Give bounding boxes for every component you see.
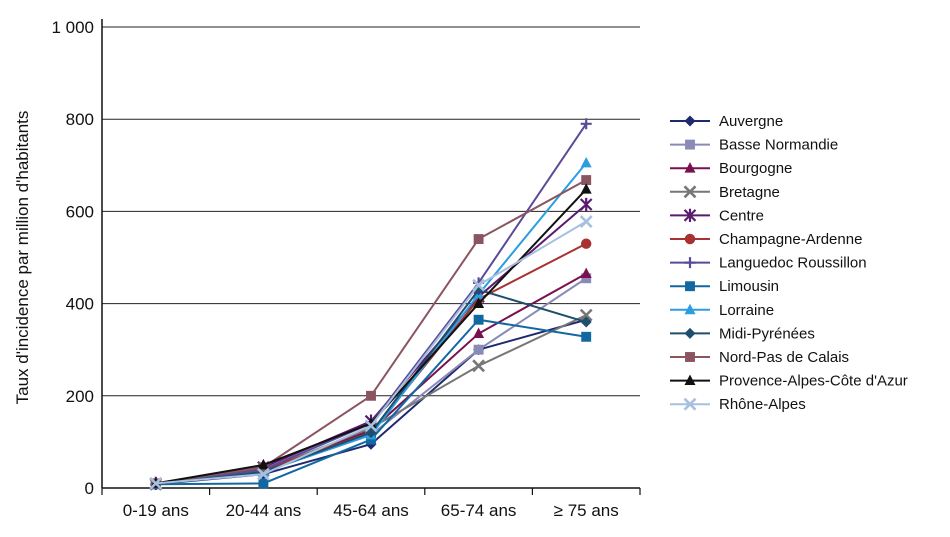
series-limousin [150,314,592,490]
series-midi-pyr-n-es [150,284,592,490]
legend-entry: Auvergne [670,113,783,130]
series-lorraine [150,156,592,489]
data-point-triangle-marker [580,183,592,194]
data-point-triangle-marker [473,297,485,308]
y-tick-label: 1 000 [51,18,94,37]
x-tick-marks [101,488,641,495]
legend-entry: Champagne-Ardenne [670,231,862,248]
y-tick-label: 200 [66,387,94,406]
data-point-square-marker [685,352,695,362]
data-point-square-marker [473,344,484,355]
legend-label: Lorraine [719,302,774,319]
legend-label: Centre [719,207,764,224]
legend-label: Auvergne [719,113,783,130]
legend-entry: Rhône-Alpes [670,396,806,413]
data-point-x-marker [256,467,270,481]
legend-entry: Provence-Alpes-Côte d'Azur [670,373,908,390]
data-point-circle-marker [580,238,592,249]
y-tick-label: 400 [66,295,94,314]
data-point-x-marker [364,419,378,433]
data-point-triangle-marker [684,374,696,385]
data-point-x-marker [683,397,697,411]
x-tick-label: 45-64 ans [333,501,409,520]
data-point-square-marker [366,390,376,401]
data-point-square-marker [581,175,592,186]
data-point-triangle-marker [684,162,696,173]
data-point-x-marker [472,359,486,373]
data-point-x-marker [579,215,593,228]
x-tick-label: 20-44 ans [226,501,302,520]
legend-label: Rhône-Alpes [719,396,806,413]
legend-entry: Languedoc Roussillon [670,255,867,272]
data-point-square-marker [685,281,695,292]
data-point-circle-marker [684,233,696,245]
x-tick-label: ≥ 75 ans [554,501,619,520]
series-champagne-ardenne [150,238,592,489]
legend-entry: Bourgogne [670,160,792,177]
series-line [155,272,587,486]
data-point-triangle-marker [580,156,592,168]
legend-label: Languedoc Roussillon [719,255,867,272]
series-lines [149,118,593,491]
legend-label: Midi-Pyrénées [719,325,815,342]
data-point-star-marker [683,208,697,222]
data-point-square-marker [473,234,484,245]
data-point-triangle-marker [580,267,592,279]
data-point-diamond-marker [580,316,592,328]
x-tick-label: 65-74 ans [441,501,517,520]
legend-entry: Limousin [670,278,779,295]
legend-entry: Bretagne [670,184,780,201]
data-point-plus-marker [580,118,592,130]
y-tick-labels: 0 200 400 600 800 1 000 [51,18,94,498]
data-point-x-marker [149,476,163,490]
data-point-x-marker [579,308,593,322]
data-point-square-marker [685,139,695,150]
data-point-square-marker [366,434,376,445]
legend-entry: Nord-Pas de Calais [670,349,849,366]
data-point-triangle-marker [473,327,485,338]
legend-label: Bourgogne [719,160,792,177]
series-line [155,318,587,486]
data-point-triangle-marker [684,303,696,315]
series-line [155,288,587,486]
grid-lines [102,26,640,397]
data-point-diamond-marker [684,115,696,127]
legend-label: Basse Normandie [719,137,838,154]
legend-label: Provence-Alpes-Côte d'Azur [719,373,908,390]
y-tick-label: 0 [85,479,94,498]
data-point-square-marker [258,478,269,489]
data-point-square-marker [581,273,592,284]
data-point-diamond-marker [684,327,696,339]
legend-entry: Midi-Pyrénées [670,325,815,342]
y-tick-label: 600 [66,202,94,221]
legend-entry: Lorraine [670,302,774,319]
data-point-star-marker [579,197,593,212]
series-bourgogne [150,267,592,489]
legend-label: Bretagne [719,184,780,201]
legend-label: Limousin [719,278,779,295]
legend-entry: Centre [670,207,764,224]
data-point-square-marker [473,314,484,325]
data-point-x-marker [683,185,697,199]
data-point-square-marker [581,331,592,342]
legend-label: Nord-Pas de Calais [719,349,849,366]
series-line [155,318,587,486]
data-point-triangle-marker [257,458,269,470]
y-tick-label: 800 [66,110,94,129]
legend-label: Champagne-Ardenne [719,231,862,248]
data-point-triangle-marker [365,417,377,428]
legend: Auvergne Basse Normandie Bourgogne Bretagne… [670,113,908,413]
data-point-x-marker [472,278,486,292]
series-auvergne [150,314,592,490]
series-basse-normandie [150,273,592,489]
x-tick-labels: 0-19 ans 20-44 ans 45-64 ans 65-74 ans ≥ 75 … [123,501,619,520]
y-axis-label: Taux d'incidence par million d'habitants [13,111,32,405]
data-point-plus-marker [684,257,696,269]
legend-entry: Basse Normandie [670,137,838,154]
x-tick-label: 0-19 ans [123,501,189,520]
series-rh-ne-alpes [149,215,593,490]
